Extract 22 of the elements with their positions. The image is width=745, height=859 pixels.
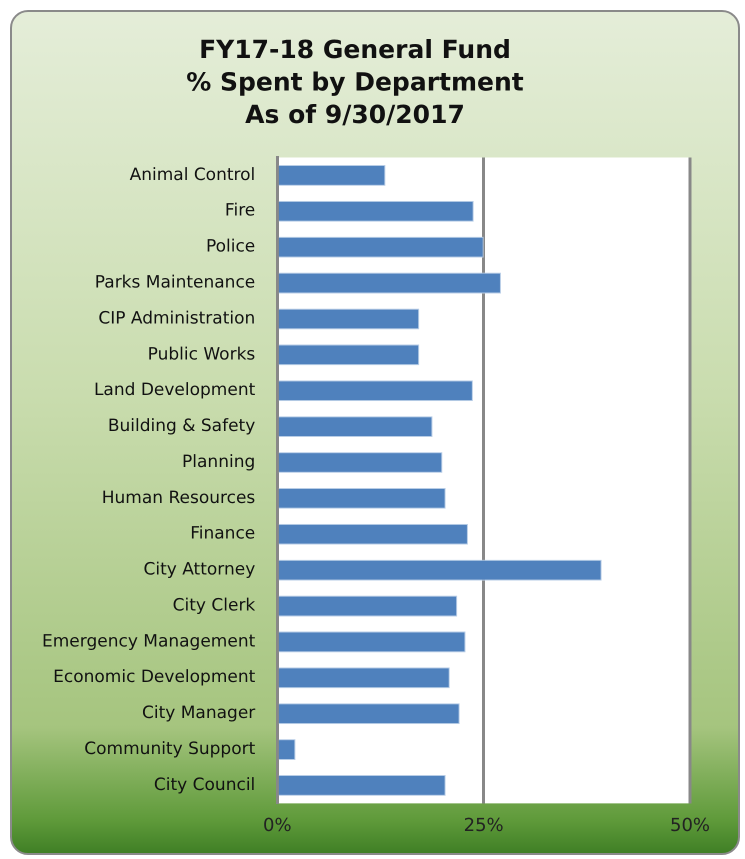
y-tick-label: Building & Safety [108,416,256,436]
y-tick-label: Land Development [94,380,256,400]
y-tick-label: Animal Control [130,164,256,185]
y-tick-label: City Attorney [143,560,256,580]
y-tick-label: Fire [224,200,256,221]
x-tick-label: 0% [262,814,292,836]
y-tick-label: Emergency Management [42,631,256,652]
y-tick-label: Police [206,236,256,257]
y-tick-label: Finance [190,524,256,544]
y-tick-label: Economic Development [53,667,256,688]
y-tick-label: CIP Administration [98,308,256,328]
x-tick-label: 50% [670,814,710,836]
y-tick-label: Parks Maintenance [94,272,256,293]
x-tick-label: 25% [464,814,504,836]
y-tick-label: Public Works [148,344,256,364]
chart-title: FY17-18 General Fund % Spent by Department As of 9/30/2017 [186,34,524,129]
y-tick-label: City Manager [142,703,256,724]
y-tick-label: Human Resources [102,488,256,508]
y-tick-label: Community Support [84,738,256,759]
y-tick-label: City Clerk [172,595,256,616]
y-tick-label: Planning [182,452,256,472]
y-tick-label: City Council [154,774,256,795]
